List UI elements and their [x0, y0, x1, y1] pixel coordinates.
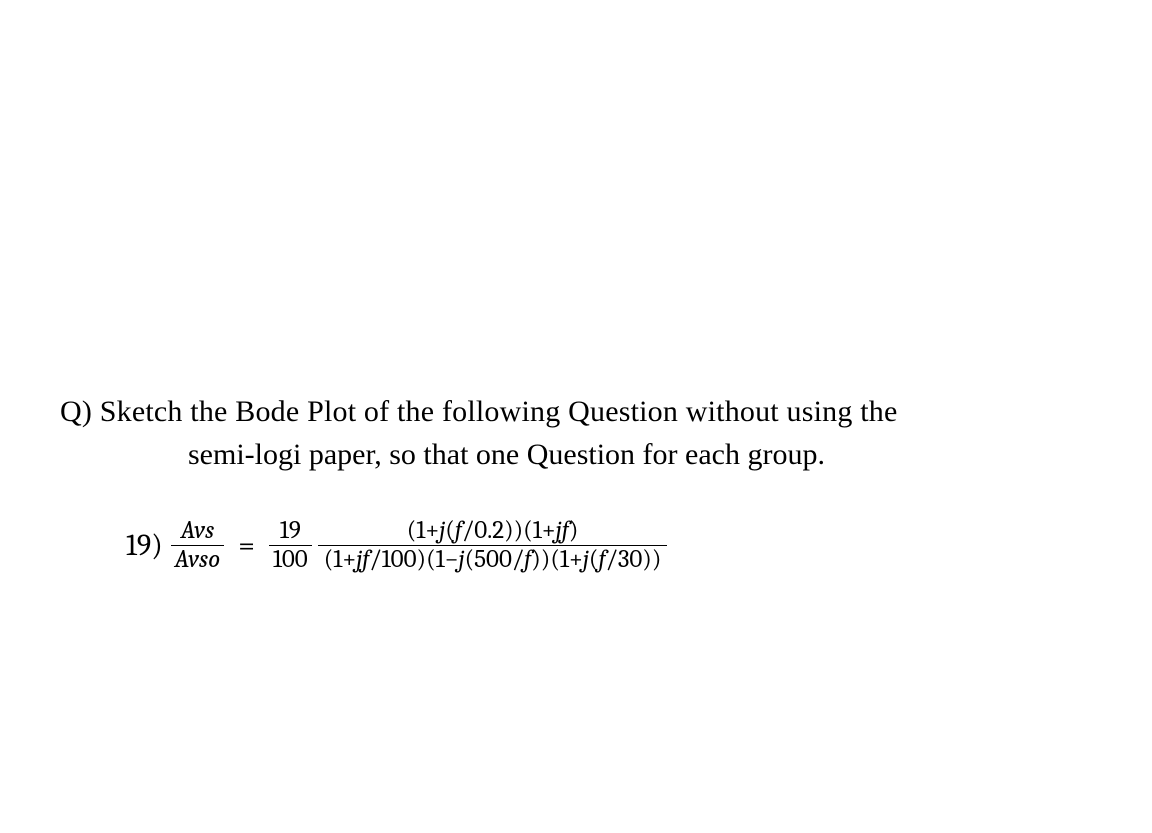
- tf-denominator: (1+jf/100)(1−j(500/f))(1+j(f/30)): [318, 546, 668, 574]
- equals-sign: =: [238, 528, 255, 563]
- lhs-numerator: Avs: [177, 517, 218, 545]
- question-number: 19): [126, 528, 163, 563]
- lhs-denominator: Avso: [171, 546, 225, 574]
- question-prompt-line2: semi-logi paper, so that one Question fo…: [188, 435, 1090, 476]
- question-prompt-line1: Q) Sketch the Bode Plot of the following…: [60, 392, 1090, 433]
- tf-numerator: (1+j(f/0.2))(1+jf): [401, 517, 585, 545]
- page: Q) Sketch the Bode Plot of the following…: [0, 0, 1152, 833]
- constant-numerator: 19: [276, 517, 305, 545]
- transfer-function-fraction: (1+j(f/0.2))(1+jf) (1+jf/100)(1−j(500/f)…: [318, 517, 668, 574]
- constant-denominator: 100: [269, 546, 312, 574]
- equation-row: 19) Avs Avso = 19 100 (1+j(f/0.2))(1+jf): [126, 517, 1090, 574]
- constant-fraction: 19 100: [269, 517, 312, 574]
- lhs-fraction: Avs Avso: [171, 517, 225, 574]
- question-block: Q) Sketch the Bode Plot of the following…: [60, 392, 1090, 574]
